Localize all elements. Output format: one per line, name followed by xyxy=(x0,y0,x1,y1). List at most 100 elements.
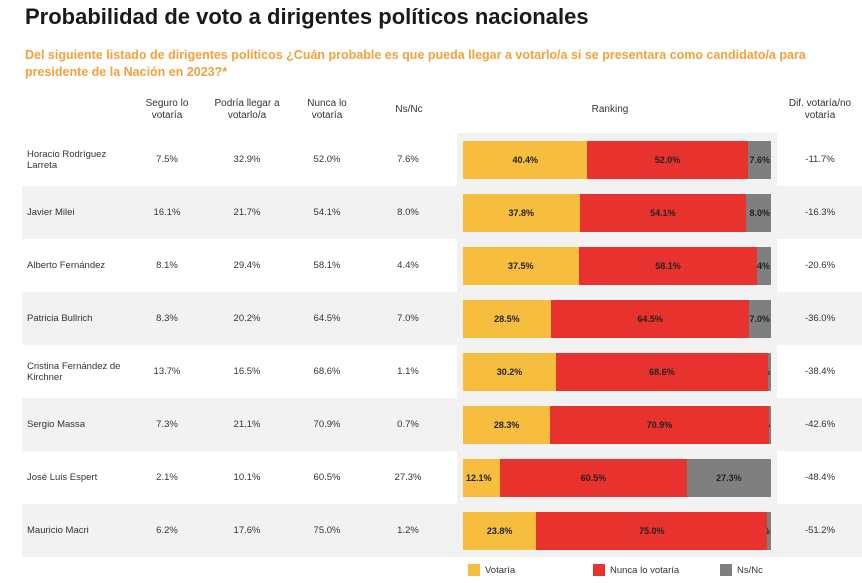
cell-nunca: 75.0% xyxy=(313,525,341,536)
table-row: José Luis Espert 2.1% 10.1% 60.5% 27.3% -48.4… xyxy=(22,451,862,504)
header-nsnc: Ns/Nc xyxy=(395,104,423,115)
legend-votaria-label: Votaría xyxy=(485,564,516,576)
legend-votaria-swatch xyxy=(468,564,480,576)
cell-nunca: 58.1% xyxy=(313,260,341,271)
cell-nunca: 60.5% xyxy=(313,472,341,483)
cell-seguro: 16.1% xyxy=(153,207,181,218)
cell-podria: 20.2% xyxy=(233,313,261,324)
bar-segment-nsnc: 1.2% xyxy=(767,512,771,550)
legend-nsnc-label: Ns/Nc xyxy=(737,564,763,576)
cell-dif: -16.3% xyxy=(804,207,836,218)
cell-nunca: 52.0% xyxy=(313,154,341,165)
cell-nunca: 54.1% xyxy=(313,207,341,218)
cell-podria: 10.1% xyxy=(233,472,261,483)
bar-segment-votaria: 37.5% xyxy=(463,247,579,285)
bar-segment-nsnc: 27.3% xyxy=(686,459,771,497)
cell-nsnc: 7.6% xyxy=(397,154,419,165)
bar-segment-votaria: 30.2% xyxy=(463,353,557,391)
stacked-bar: 37.8% 54.1% 8.0% xyxy=(463,194,771,232)
cell-podria: 21.1% xyxy=(233,419,261,430)
cell-nunca: 64.5% xyxy=(313,313,341,324)
bar-segment-nsnc: 8.0% xyxy=(746,194,771,232)
cell-seguro: 8.3% xyxy=(156,313,178,324)
stacked-bar: 37.5%58.1%4.4% xyxy=(463,247,771,285)
cell-seguro: 13.7% xyxy=(153,366,181,377)
bar-segment-nsnc: 0.7% xyxy=(768,406,771,444)
politician-name: José Luis Espert xyxy=(27,472,98,483)
question-subtitle: Del siguiente listado de dirigentes polí… xyxy=(25,48,806,79)
cell-seguro: 8.1% xyxy=(156,260,178,271)
cell-dif: -20.6% xyxy=(804,260,836,271)
bar-segment-votaria: 12.1% xyxy=(463,459,501,497)
legend-nunca-swatch xyxy=(593,564,605,576)
header-ranking: Ranking xyxy=(591,104,629,115)
cell-nsnc: 1.2% xyxy=(397,525,419,536)
stacked-bar: 12.1% 60.5% 27.3% xyxy=(463,459,771,497)
bar-segment-nsnc: 7.6% xyxy=(747,141,771,179)
bar-segment-votaria: 37.8% xyxy=(463,194,580,232)
header-seguro: Seguro lo votaría xyxy=(145,98,189,121)
cell-dif: -11.7% xyxy=(805,154,835,165)
cell-dif: -51.2% xyxy=(804,525,836,536)
politician-name: Alberto Fernández xyxy=(27,260,106,271)
table-row: Patricia Bullrich 8.3% 20.2% 64.5% 7.0% -36.0… xyxy=(22,292,862,345)
legend-nsnc-swatch xyxy=(720,564,732,576)
table-row: Alberto Fernández 8.1% 29.4% 58.1% 4.4% -20.6… xyxy=(22,239,862,292)
legend-nsnc: Ns/Nc xyxy=(720,564,763,576)
cell-podria: 29.4% xyxy=(233,260,261,271)
politician-name: Mauricio Macri xyxy=(27,525,89,536)
table-row: Cristina Fernández de Kirchner 13.7% 16.5%… xyxy=(22,345,862,398)
cell-dif: -36.0% xyxy=(804,313,836,324)
bar-segment-votaria: 40.4% xyxy=(463,141,588,179)
bar-segment-nunca: 75.0% xyxy=(536,512,768,550)
bar-segment-nunca: 54.1% xyxy=(579,194,747,232)
cell-podria: 32.9% xyxy=(233,154,261,165)
cell-nsnc: 7.0% xyxy=(397,313,419,324)
bar-segment-nunca: 70.9% xyxy=(550,406,769,444)
stacked-bar: 23.8%75.0%1.2% xyxy=(463,512,771,550)
bar-segment-nunca: 52.0% xyxy=(587,141,748,179)
bar-segment-nunca: 58.1% xyxy=(578,247,758,285)
cell-nsnc: 0.7% xyxy=(397,419,419,430)
cell-nunca: 70.9% xyxy=(313,419,341,430)
stacked-bar: 40.4% 52.0% 7.6% xyxy=(463,141,771,179)
bar-segment-votaria: 28.5% xyxy=(463,300,551,338)
table-row: Mauricio Macri 6.2% 17.6% 75.0% 1.2% -51.2% 23… xyxy=(22,504,862,557)
header-podria: Podría llegar a votarlo/a xyxy=(214,98,280,121)
cell-podria: 21.7% xyxy=(233,207,261,218)
legend-votaria: Votaría xyxy=(468,564,515,576)
cell-podria: 17.6% xyxy=(233,525,261,536)
table-row: Sergio Massa 7.3% 21.1% 70.9% 0.7% -42.6% 28.3… xyxy=(22,398,862,451)
cell-nsnc: 1.1% xyxy=(397,366,419,377)
politician-name: Patricia Bullrich xyxy=(27,313,93,324)
legend-nunca-label: Nunca lo votaría xyxy=(610,564,680,576)
cell-nsnc: 27.3% xyxy=(394,472,422,483)
bar-segment-votaria: 23.8% xyxy=(463,512,537,550)
bar-segment-nsnc: 1.1% xyxy=(767,353,771,391)
bar-segment-nunca: 60.5% xyxy=(500,459,687,497)
cell-dif: -42.6% xyxy=(804,419,836,430)
stacked-bar: 28.3%70.9%0.7% xyxy=(463,406,771,444)
stacked-bar: 30.2%68.6%1.1% xyxy=(463,353,771,391)
table-row: Horacio Rodríguez Larreta 7.5% 32.9% 52.0% 7… xyxy=(22,133,862,186)
cell-dif: -48.4% xyxy=(804,472,836,483)
page-title: Probabilidad de voto a dirigentes políti… xyxy=(25,4,589,29)
bar-segment-nunca: 68.6% xyxy=(556,353,768,391)
politician-name: Javier Milei xyxy=(27,207,75,218)
cell-seguro: 7.5% xyxy=(156,154,178,165)
table-row: Javier Milei 16.1% 21.7% 54.1% 8.0% -16.3% 37.… xyxy=(22,186,862,239)
cell-nunca: 68.6% xyxy=(313,366,341,377)
legend-nunca: Nunca lo votaría xyxy=(593,564,679,576)
cell-dif: -38.4% xyxy=(804,366,836,377)
cell-nsnc: 4.4% xyxy=(397,260,419,271)
politician-name: Cristina Fernández de Kirchner xyxy=(27,360,121,383)
politician-name: Horacio Rodríguez Larreta xyxy=(27,148,107,171)
cell-seguro: 6.2% xyxy=(156,525,178,536)
cell-seguro: 7.3% xyxy=(156,419,178,430)
cell-nsnc: 8.0% xyxy=(397,207,419,218)
header-nunca: Nunca lo votaría xyxy=(307,98,347,121)
bar-segment-votaria: 28.3% xyxy=(463,406,551,444)
bar-segment-nsnc: 7.0% xyxy=(749,300,771,338)
bar-segment-nunca: 64.5% xyxy=(550,300,750,338)
cell-podria: 16.5% xyxy=(233,366,261,377)
